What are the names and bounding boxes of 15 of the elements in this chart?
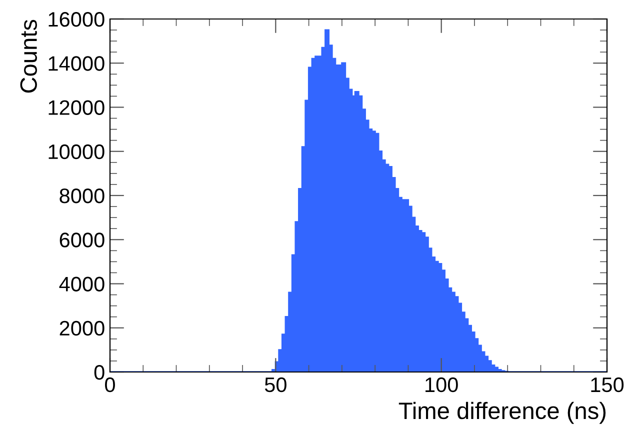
x-tick-label: 150: [591, 377, 624, 392]
y-axis-title: Counts: [20, 20, 37, 93]
y-tick-label: 8000: [60, 188, 104, 204]
x-tick-label: 100: [426, 377, 458, 392]
y-tick-label: 6000: [60, 232, 104, 248]
y-tick-label: 0: [94, 365, 104, 380]
x-axis-title: Time difference (ns): [398, 402, 606, 424]
y-tick-label: 12000: [48, 100, 104, 116]
x-tick-label: 0: [105, 377, 115, 392]
y-tick-label: 16000: [48, 12, 104, 27]
y-tick-label: 14000: [48, 56, 104, 71]
y-tick-label: 10000: [48, 144, 104, 160]
x-tick-label: 50: [264, 377, 286, 392]
y-tick-label: 2000: [60, 320, 104, 336]
y-tick-label: 4000: [59, 276, 104, 292]
